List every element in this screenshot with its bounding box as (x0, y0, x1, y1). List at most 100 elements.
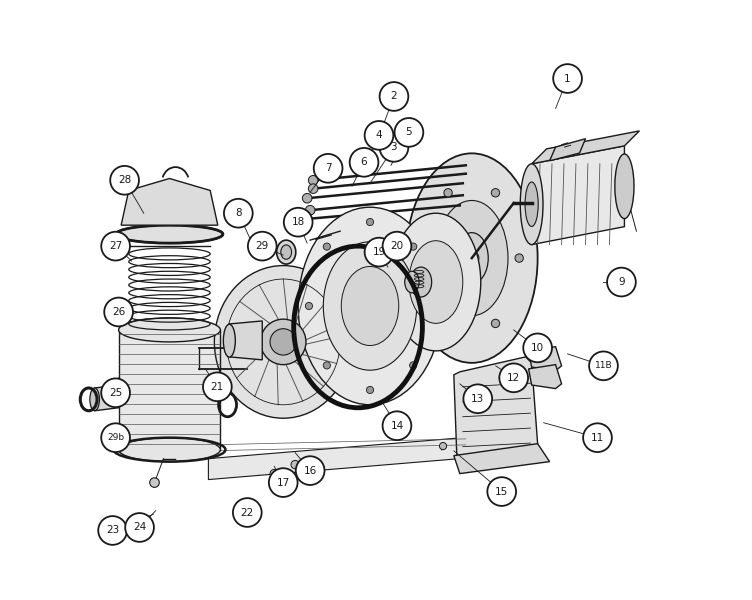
Text: 5: 5 (405, 127, 412, 137)
Circle shape (323, 243, 330, 250)
Polygon shape (532, 131, 639, 164)
Circle shape (203, 373, 232, 401)
Ellipse shape (410, 267, 432, 297)
Text: 26: 26 (112, 307, 126, 317)
Circle shape (444, 188, 452, 197)
Circle shape (99, 516, 127, 545)
Circle shape (383, 412, 411, 440)
Circle shape (241, 501, 248, 508)
Circle shape (583, 424, 612, 452)
Polygon shape (529, 347, 562, 371)
Text: 8: 8 (235, 208, 241, 218)
Text: 28: 28 (118, 175, 131, 185)
Text: 20: 20 (390, 241, 404, 251)
Text: 17: 17 (277, 478, 290, 488)
Circle shape (269, 468, 298, 497)
Ellipse shape (323, 242, 417, 370)
Circle shape (260, 319, 306, 365)
Polygon shape (121, 178, 218, 225)
Circle shape (491, 188, 499, 197)
Ellipse shape (277, 240, 296, 264)
Circle shape (365, 238, 393, 266)
Text: 3: 3 (390, 142, 397, 152)
Circle shape (589, 352, 618, 380)
Text: 19: 19 (372, 247, 386, 257)
Circle shape (270, 469, 278, 478)
Ellipse shape (299, 207, 442, 405)
Ellipse shape (280, 245, 292, 259)
Ellipse shape (525, 182, 538, 226)
Circle shape (291, 460, 299, 469)
Text: 7: 7 (325, 163, 332, 173)
Circle shape (125, 513, 154, 542)
Text: 25: 25 (109, 388, 123, 398)
Text: 1: 1 (564, 74, 571, 83)
Circle shape (491, 319, 499, 328)
Circle shape (553, 64, 582, 93)
Circle shape (296, 456, 325, 485)
Text: 24: 24 (133, 523, 146, 532)
Text: 10: 10 (531, 343, 544, 353)
Circle shape (487, 477, 516, 506)
Ellipse shape (615, 154, 634, 218)
Circle shape (383, 232, 411, 260)
Circle shape (444, 319, 452, 328)
Polygon shape (529, 365, 562, 389)
Circle shape (284, 208, 313, 236)
Text: 16: 16 (304, 466, 317, 476)
Circle shape (302, 193, 312, 203)
Circle shape (380, 133, 408, 162)
Circle shape (499, 364, 528, 392)
Circle shape (366, 218, 374, 226)
Polygon shape (532, 146, 624, 245)
Ellipse shape (409, 241, 462, 323)
Polygon shape (453, 443, 550, 473)
Polygon shape (208, 437, 465, 479)
Circle shape (410, 362, 417, 369)
Circle shape (607, 268, 635, 296)
Polygon shape (95, 385, 119, 411)
Text: 11: 11 (591, 433, 604, 443)
Circle shape (515, 254, 523, 262)
Circle shape (365, 121, 393, 150)
Ellipse shape (391, 213, 481, 351)
Circle shape (350, 148, 378, 176)
Circle shape (314, 154, 342, 182)
Ellipse shape (406, 154, 538, 363)
Text: 13: 13 (472, 394, 484, 404)
Circle shape (224, 199, 253, 227)
Circle shape (463, 385, 492, 413)
Circle shape (102, 424, 130, 452)
Circle shape (523, 334, 552, 362)
Circle shape (102, 379, 130, 407)
Circle shape (105, 298, 133, 326)
Ellipse shape (455, 233, 488, 284)
FancyBboxPatch shape (119, 330, 220, 449)
Text: 27: 27 (109, 241, 123, 251)
Polygon shape (550, 139, 586, 161)
Circle shape (305, 302, 313, 310)
Circle shape (308, 175, 318, 185)
Ellipse shape (435, 200, 508, 316)
Ellipse shape (116, 225, 223, 243)
Text: 15: 15 (495, 487, 508, 497)
Text: 12: 12 (507, 373, 520, 383)
Circle shape (150, 478, 159, 487)
Text: 18: 18 (292, 217, 305, 227)
Circle shape (248, 232, 277, 260)
Circle shape (465, 251, 479, 265)
Circle shape (420, 254, 429, 262)
Ellipse shape (520, 164, 543, 245)
Text: 11B: 11B (595, 361, 612, 370)
Circle shape (233, 498, 262, 527)
Circle shape (308, 184, 318, 193)
Circle shape (299, 214, 309, 224)
Text: 4: 4 (376, 130, 382, 140)
Ellipse shape (119, 437, 220, 461)
Text: 29: 29 (256, 241, 269, 251)
Circle shape (102, 232, 130, 260)
Text: 2: 2 (390, 91, 397, 101)
Text: 9: 9 (618, 277, 625, 287)
Circle shape (395, 118, 423, 147)
Text: 29b: 29b (107, 433, 124, 442)
